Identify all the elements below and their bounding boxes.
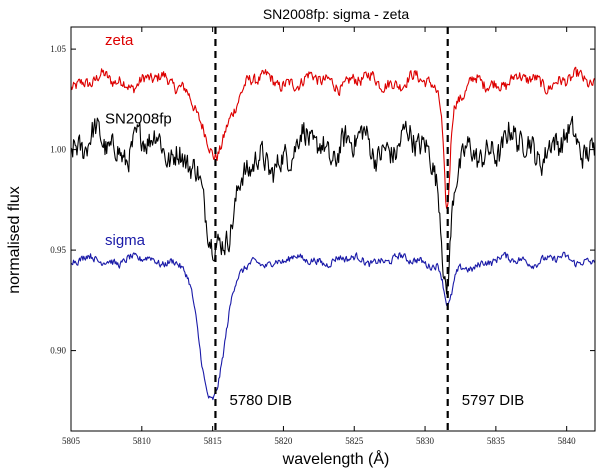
y-axis-title: normalised flux	[6, 186, 23, 294]
dib-marker-label-1: 5780 DIB	[229, 392, 292, 409]
series-group	[70, 66, 595, 401]
x-tick-label: 5820	[274, 436, 293, 446]
y-tick-label: 1.05	[50, 44, 66, 54]
series-label-sn2008fp: SN2008fp	[105, 110, 172, 127]
x-tick-label: 5805	[62, 436, 81, 446]
x-tick-label: 5835	[487, 436, 506, 446]
x-axis-title: wavelength (Å)	[282, 449, 390, 468]
dib-marker-label-2: 5797 DIB	[462, 392, 525, 409]
series-line-sn2008fp	[70, 115, 595, 295]
series-line-sigma	[70, 251, 595, 401]
tick-group: 5805 5810 5815 5820 5825 5830 5835 5840 0.90 0.95…	[50, 27, 595, 446]
y-tick-label: 0.95	[50, 245, 66, 255]
x-tick-label: 5810	[133, 436, 152, 446]
x-tick-label: 5840	[558, 436, 577, 446]
series-label-group: zeta SN2008fp sigma	[105, 32, 172, 249]
x-tick-label: 5830	[416, 436, 435, 446]
chart-title: SN2008fp: sigma - zeta	[263, 6, 410, 22]
series-label-sigma: sigma	[105, 232, 146, 249]
series-label-zeta: zeta	[105, 32, 134, 49]
plot-frame	[70, 26, 596, 432]
x-tick-label: 5815	[204, 436, 223, 446]
x-tick-label: 5825	[345, 436, 364, 446]
dib-marker-group: 5780 DIB 5797 DIB	[214, 27, 525, 431]
series-line-zeta	[70, 66, 595, 209]
y-tick-label: 1.00	[50, 145, 66, 155]
y-tick-label: 0.90	[50, 346, 66, 356]
